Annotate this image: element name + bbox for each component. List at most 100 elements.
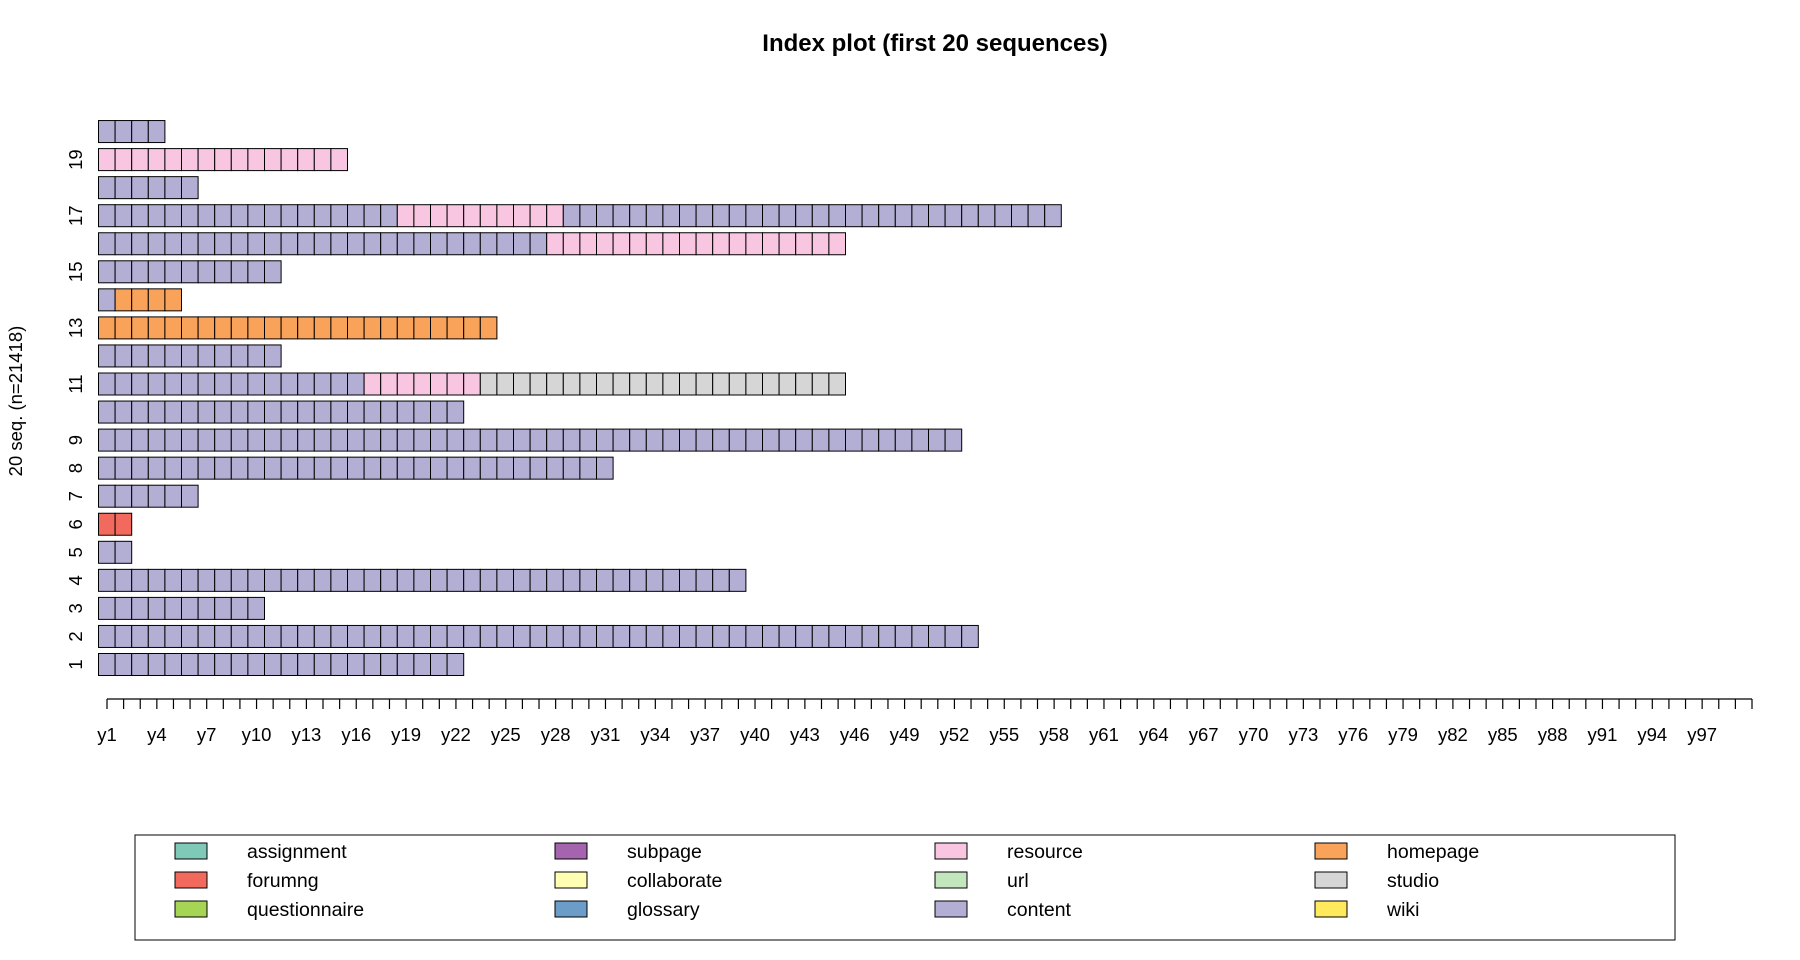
state-cell-homepage [479,316,498,340]
state-cell-content [828,624,847,648]
state-cell-content [131,120,149,144]
state-cell-resource [396,372,415,396]
state-cell-resource [546,232,564,256]
state-cell-studio [745,372,764,396]
state-cell-content [479,428,498,452]
state-cell-content [579,428,598,452]
state-cell-content [363,624,382,648]
state-cell-resource [264,148,282,172]
sequence-row-13 [98,316,498,340]
x-tick-label: y76 [1338,724,1368,745]
legend-item-content: content [934,899,1072,921]
sequence-row-6 [98,512,133,536]
state-cell-content [131,428,149,452]
sequence-row-2 [98,624,979,648]
legend-item-url: url [934,870,1029,892]
state-cell-homepage [131,288,149,312]
state-cell-content [181,484,199,508]
state-cell-content [197,232,216,256]
state-cell-content [214,653,232,676]
state-cell-content [147,428,166,452]
state-cell-resource [147,148,166,172]
state-cell-content [446,428,465,452]
state-cell-content [778,428,797,452]
state-cell-content [662,428,681,452]
state-cell-homepage [380,316,398,340]
state-cell-resource [811,232,830,256]
legend-box [134,834,1676,941]
state-cell-content [662,624,681,648]
x-tick-label: y37 [690,724,720,745]
state-cell-resource [98,148,116,172]
state-cell-content [928,624,946,648]
state-cell-content [579,456,598,480]
state-cell-content [181,428,199,452]
state-cell-studio [612,372,631,396]
state-cell-content [230,653,249,676]
state-cell-content [828,204,847,228]
state-cell-content [264,653,282,676]
state-cell-content [114,653,133,676]
state-cell-content [131,372,149,396]
state-cell-content [894,428,913,452]
y-tick-label: 6 [65,519,86,529]
y-tick-label: 7 [65,491,86,501]
state-cell-content [214,372,232,396]
state-cell-content [297,456,315,480]
state-cell-content [430,653,448,676]
state-cell-homepage [98,316,116,340]
state-cell-content [114,596,133,620]
state-cell-content [247,596,265,620]
sequence-row-4 [98,568,747,592]
state-cell-content [430,400,448,424]
state-cell-content [230,456,249,480]
state-cell-content [114,344,133,368]
state-cell-content [98,260,116,284]
state-cell-content [446,400,465,424]
state-cell-content [114,540,133,564]
state-cell-content [98,120,116,144]
legend-label: homepage [1387,841,1479,863]
sequence-row-12 [98,344,282,368]
state-cell-content [463,568,481,592]
state-cell-content [181,176,199,200]
state-cell-resource [214,148,232,172]
state-cell-content [147,344,166,368]
state-cell-content [1044,204,1062,228]
x-tick-label: y7 [197,724,217,745]
x-tick-label: y73 [1288,724,1318,745]
state-cell-content [861,204,880,228]
state-cell-resource [463,372,481,396]
state-cell-content [297,624,315,648]
state-cell-content [131,176,149,200]
state-cell-content [247,428,265,452]
x-tick-label: y97 [1687,724,1717,745]
state-cell-content [164,260,182,284]
state-cell-content [280,653,299,676]
state-cell-resource [745,232,764,256]
state-cell-content [197,456,216,480]
state-cell-homepage [114,316,133,340]
x-tick-label: y10 [242,724,272,745]
legend-swatch [1314,842,1348,860]
state-cell-content [961,204,979,228]
state-cell-content [728,428,747,452]
state-cell-content [629,624,647,648]
state-cell-content [131,653,149,676]
legend-swatch [934,900,968,918]
state-cell-content [147,372,166,396]
state-cell-content [330,204,348,228]
state-cell-content [894,624,913,648]
state-cell-content [147,232,166,256]
state-cell-content [264,568,282,592]
x-axis: y1 y4 y7 y10 y13 y16 y19 y22 y25 y28 y31 y34 y37 y40 y… [97,698,1753,745]
state-cell-content [380,568,398,592]
x-tick-label: y70 [1239,724,1269,745]
state-cell-content [463,232,481,256]
state-cell-content [98,540,116,564]
y-tick-label: 8 [65,463,86,473]
state-cell-content [164,400,182,424]
state-cell-resource [413,204,431,228]
state-cell-resource [396,204,415,228]
